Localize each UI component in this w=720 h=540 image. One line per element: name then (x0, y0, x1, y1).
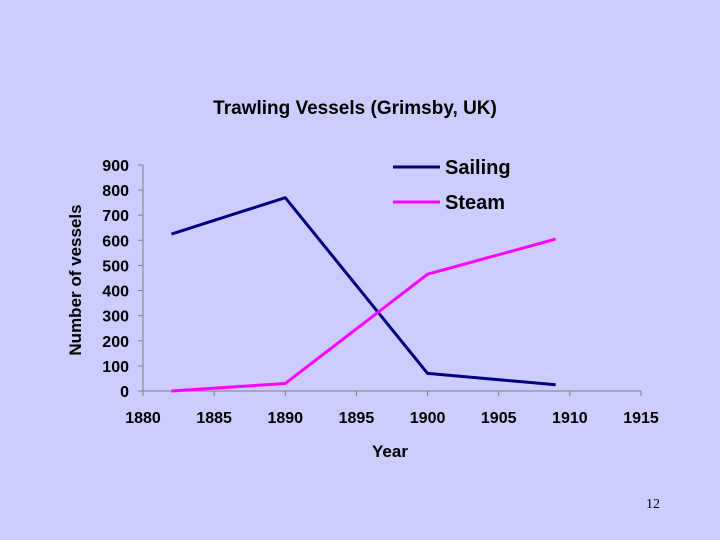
y-tick-label: 500 (102, 258, 129, 275)
x-tick-labels: 1880 1885 1890 1895 1900 1905 1910 1915 (125, 410, 659, 427)
y-tick-label: 400 (102, 284, 129, 301)
y-tick-label: 200 (102, 334, 129, 351)
x-tick-label: 1895 (339, 410, 375, 427)
legend: Sailing Steam (393, 157, 511, 214)
page-number: 12 (646, 497, 660, 512)
y-axis-label: Number of vessels (66, 204, 85, 355)
y-tick-label: 0 (120, 384, 129, 401)
legend-label-steam: Steam (445, 192, 505, 214)
y-tick-label: 700 (102, 208, 129, 225)
series-line-steam (171, 237, 557, 393)
y-tick-label: 600 (102, 233, 129, 250)
y-tick-label: 800 (102, 183, 129, 200)
x-tick-label: 1900 (410, 410, 446, 427)
x-tick-label: 1905 (481, 410, 517, 427)
x-tick-label: 1890 (267, 410, 303, 427)
x-axis-label: Year (372, 442, 408, 461)
y-tick-labels: 0 100 200 300 400 500 600 700 800 900 (102, 158, 129, 401)
y-tick-label: 900 (102, 158, 129, 175)
x-tick-label: 1910 (552, 410, 588, 427)
axes (138, 164, 642, 396)
legend-label-sailing: Sailing (445, 157, 511, 179)
x-tick-label: 1915 (623, 410, 659, 427)
x-tick-label: 1885 (196, 410, 232, 427)
series-lines (171, 196, 557, 393)
chart-title: Trawling Vessels (Grimsby, UK) (213, 98, 497, 119)
y-tick-label: 100 (102, 359, 129, 376)
y-tick-label: 300 (102, 309, 129, 326)
series-line-sailing (171, 196, 556, 387)
x-tick-label: 1880 (125, 410, 161, 427)
